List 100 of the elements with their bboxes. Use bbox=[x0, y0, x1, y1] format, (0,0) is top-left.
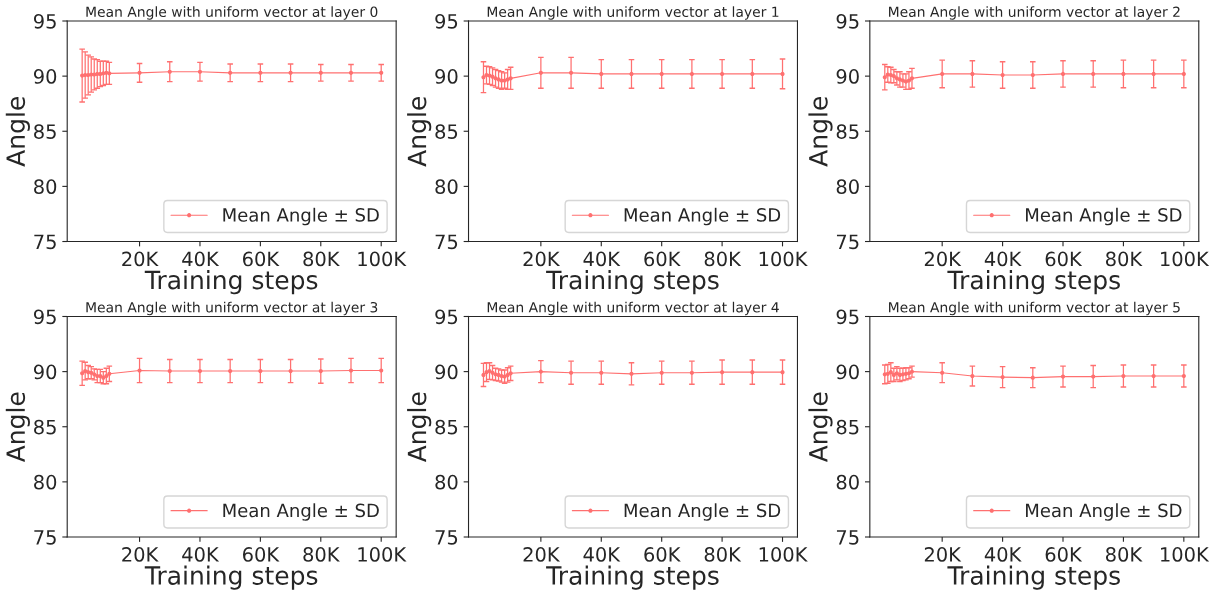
y-tick-label: 85 bbox=[836, 124, 859, 139]
chart-title: Mean Angle with uniform vector at layer 3 bbox=[86, 301, 378, 316]
y-tick-label: 90 bbox=[33, 364, 57, 380]
y-tick-label: 90 bbox=[33, 69, 57, 84]
point bbox=[750, 71, 755, 77]
point bbox=[1151, 71, 1156, 77]
legend-label: Mean Angle ± SD bbox=[1026, 207, 1182, 226]
point bbox=[882, 372, 887, 377]
y-tick-label: 75 bbox=[34, 530, 56, 545]
point bbox=[900, 78, 905, 83]
x-tick-label: 20K bbox=[924, 547, 962, 562]
point bbox=[1030, 72, 1035, 78]
x-tick-label: 100K bbox=[358, 251, 407, 267]
x-tick-label: 40K bbox=[583, 547, 621, 562]
y-tick-label: 75 bbox=[435, 234, 458, 250]
point bbox=[689, 71, 694, 77]
point bbox=[1091, 374, 1096, 379]
point bbox=[538, 70, 543, 75]
point bbox=[780, 71, 785, 77]
y-tick-label: 80 bbox=[435, 474, 458, 490]
x-axis-title: Training steps bbox=[546, 565, 719, 590]
y-tick-label: 90 bbox=[435, 364, 458, 380]
chart-title: Mean Angle with uniform vector at layer 2 bbox=[889, 6, 1180, 20]
point bbox=[379, 368, 384, 373]
y-axis-title: Angle bbox=[407, 392, 432, 463]
point bbox=[107, 371, 112, 376]
point bbox=[1121, 71, 1126, 77]
point bbox=[496, 77, 501, 82]
x-axis-title: Training steps bbox=[947, 270, 1120, 295]
point bbox=[86, 370, 91, 375]
y-tick-label: 85 bbox=[836, 419, 859, 435]
x-tick-label: 40K bbox=[182, 251, 220, 267]
y-tick-label: 75 bbox=[34, 234, 56, 250]
point bbox=[487, 73, 492, 78]
y-tick-label: 75 bbox=[836, 530, 859, 545]
y-tick-label: 75 bbox=[435, 530, 458, 545]
point bbox=[903, 371, 909, 376]
x-tick-label: 60K bbox=[1045, 547, 1083, 562]
x-tick-label: 100K bbox=[759, 251, 808, 267]
point bbox=[1060, 374, 1066, 379]
point bbox=[167, 368, 172, 374]
point bbox=[885, 371, 890, 376]
x-tick-label: 20K bbox=[924, 251, 962, 267]
y-axis-title: Angle bbox=[808, 97, 833, 167]
legend-label: Mean Angle ± SD bbox=[624, 207, 781, 226]
y-axis-title: Angle bbox=[5, 392, 30, 463]
y-tick-label: 95 bbox=[836, 309, 859, 325]
x-tick-label: 80K bbox=[1105, 547, 1143, 562]
y-tick-label: 90 bbox=[836, 364, 859, 380]
point bbox=[720, 71, 725, 77]
x-axis-title: Training steps bbox=[144, 270, 318, 295]
point bbox=[89, 370, 94, 375]
point bbox=[1060, 71, 1066, 77]
chart-title: Mean Angle with uniform vector at layer 5 bbox=[889, 301, 1180, 316]
point bbox=[98, 373, 103, 379]
chart-title: Mean Angle with uniform vector at layer 4 bbox=[487, 301, 779, 316]
point bbox=[906, 371, 912, 376]
x-tick-label: 60K bbox=[644, 547, 681, 562]
y-tick-label: 80 bbox=[34, 179, 57, 195]
point bbox=[197, 368, 203, 374]
point bbox=[909, 76, 915, 81]
point bbox=[940, 71, 945, 77]
chart-title: Mean Angle with uniform vector at layer 0 bbox=[86, 6, 378, 20]
x-tick-label: 60K bbox=[242, 547, 280, 562]
point bbox=[101, 375, 106, 380]
point bbox=[970, 373, 975, 379]
chart-title: Mean Angle with uniform vector at layer 1 bbox=[487, 6, 779, 20]
point bbox=[599, 71, 604, 77]
point bbox=[891, 74, 896, 79]
point bbox=[568, 70, 574, 75]
point bbox=[894, 76, 899, 81]
x-tick-label: 40K bbox=[583, 251, 621, 267]
y-tick-label: 80 bbox=[34, 474, 57, 490]
y-tick-label: 95 bbox=[836, 13, 859, 29]
y-tick-label: 95 bbox=[435, 309, 458, 325]
x-tick-label: 20K bbox=[122, 547, 159, 562]
point bbox=[894, 371, 899, 376]
x-tick-label: 100K bbox=[358, 547, 407, 562]
point bbox=[903, 79, 909, 84]
x-tick-label: 100K bbox=[1161, 547, 1210, 562]
point bbox=[137, 368, 142, 373]
y-tick-label: 80 bbox=[836, 179, 859, 195]
y-tick-label: 85 bbox=[34, 124, 56, 139]
x-tick-label: 80K bbox=[303, 547, 340, 562]
x-tick-label: 40K bbox=[182, 547, 220, 562]
y-tick-label: 90 bbox=[836, 69, 859, 84]
x-tick-label: 40K bbox=[984, 547, 1022, 562]
point bbox=[228, 368, 233, 374]
point bbox=[80, 371, 85, 376]
x-tick-label: 60K bbox=[1045, 251, 1083, 267]
point bbox=[897, 77, 902, 82]
y-axis-title: Angle bbox=[808, 392, 833, 463]
y-axis-title: Angle bbox=[407, 97, 432, 167]
point bbox=[897, 372, 902, 378]
point bbox=[909, 369, 915, 374]
point bbox=[258, 368, 263, 374]
point bbox=[348, 368, 354, 373]
point bbox=[1030, 375, 1035, 380]
point bbox=[104, 373, 109, 379]
x-tick-label: 80K bbox=[303, 251, 340, 267]
